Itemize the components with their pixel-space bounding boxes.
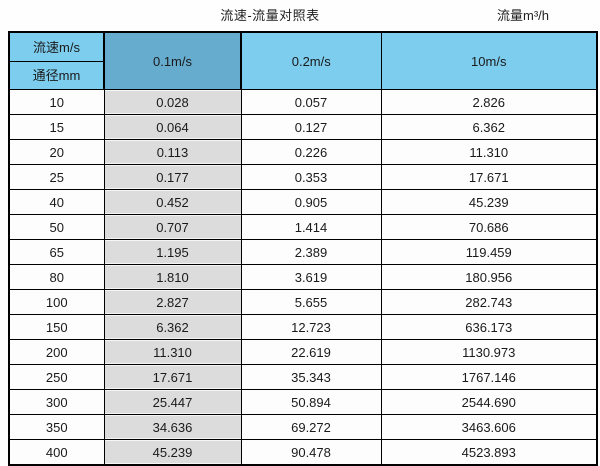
flow-value-cell: 35.343 bbox=[240, 364, 382, 390]
flow-value-cell: 0.127 bbox=[240, 114, 382, 140]
table-row: 65 1.195 2.389 119.459 bbox=[8, 239, 598, 265]
header-row: 流速m/s 通径mm 0.1m/s 0.2m/s 10m/s bbox=[8, 31, 598, 90]
flow-value-cell: 5.655 bbox=[240, 289, 382, 315]
table-row: 250 17.671 35.343 1767.146 bbox=[8, 364, 598, 390]
flow-value-cell: 6.362 bbox=[103, 314, 242, 340]
flow-value-cell: 2.389 bbox=[240, 239, 382, 265]
titlebar: 流速-流量对照表 流量m³/h bbox=[0, 0, 600, 30]
table-row: 20 0.113 0.226 11.310 bbox=[8, 139, 598, 165]
flow-rate-table: 流速m/s 通径mm 0.1m/s 0.2m/s 10m/s 10 0.028 0.… bbox=[8, 31, 598, 466]
flow-value-cell: 0.028 bbox=[103, 89, 242, 115]
flow-value-cell: 0.064 bbox=[103, 114, 242, 140]
flow-value-cell: 17.671 bbox=[103, 364, 242, 390]
flow-value-cell: 0.707 bbox=[103, 214, 242, 240]
table-row: 150 6.362 12.723 636.173 bbox=[8, 314, 598, 340]
flow-value-cell: 1.414 bbox=[240, 214, 382, 240]
diameter-cell: 50 bbox=[8, 214, 105, 240]
table-row: 25 0.177 0.353 17.671 bbox=[8, 164, 598, 190]
flow-value-cell: 0.113 bbox=[103, 139, 242, 165]
flow-value-cell: 0.452 bbox=[103, 189, 242, 215]
flow-value-cell: 0.057 bbox=[240, 89, 382, 115]
diameter-cell: 80 bbox=[8, 264, 105, 290]
flow-value-cell: 12.723 bbox=[240, 314, 382, 340]
diameter-cell: 350 bbox=[8, 414, 105, 440]
flow-value-cell: 3463.606 bbox=[380, 414, 598, 440]
diameter-cell: 250 bbox=[8, 364, 105, 390]
table-row: 300 25.447 50.894 2544.690 bbox=[8, 389, 598, 415]
diameter-cell: 200 bbox=[8, 339, 105, 365]
table-row: 350 34.636 69.272 3463.606 bbox=[8, 414, 598, 440]
flow-value-cell: 0.226 bbox=[240, 139, 382, 165]
flow-value-cell: 0.353 bbox=[240, 164, 382, 190]
column-header-0_1ms: 0.1m/s bbox=[103, 31, 242, 90]
flow-value-cell: 34.636 bbox=[103, 414, 242, 440]
flow-value-cell: 1130.973 bbox=[380, 339, 598, 365]
flow-value-cell: 119.459 bbox=[380, 239, 598, 265]
diameter-cell: 20 bbox=[8, 139, 105, 165]
flow-value-cell: 0.177 bbox=[103, 164, 242, 190]
flow-value-cell: 25.447 bbox=[103, 389, 242, 415]
flow-value-cell: 1.810 bbox=[103, 264, 242, 290]
table-body: 10 0.028 0.057 2.826 15 0.064 0.127 6.362 20 0.11… bbox=[8, 89, 598, 466]
diameter-cell: 150 bbox=[8, 314, 105, 340]
flow-value-cell: 45.239 bbox=[380, 189, 598, 215]
column-header-0_2ms: 0.2m/s bbox=[240, 31, 382, 90]
table-title: 流速-流量对照表 bbox=[220, 8, 320, 23]
diameter-cell: 100 bbox=[8, 289, 105, 315]
diameter-cell: 10 bbox=[8, 89, 105, 115]
diameter-cell: 40 bbox=[8, 189, 105, 215]
column-header-10ms: 10m/s bbox=[380, 31, 598, 90]
flow-value-cell: 636.173 bbox=[380, 314, 598, 340]
velocity-header-label: 流速m/s bbox=[33, 39, 80, 55]
flow-value-cell: 22.619 bbox=[240, 339, 382, 365]
flow-value-cell: 2.826 bbox=[380, 89, 598, 115]
table-row: 100 2.827 5.655 282.743 bbox=[8, 289, 598, 315]
flow-value-cell: 17.671 bbox=[380, 164, 598, 190]
flow-value-cell: 11.310 bbox=[103, 339, 242, 365]
flow-value-cell: 70.686 bbox=[380, 214, 598, 240]
flow-value-cell: 1767.146 bbox=[380, 364, 598, 390]
flow-value-cell: 2544.690 bbox=[380, 389, 598, 415]
diameter-cell: 400 bbox=[8, 439, 105, 466]
diameter-cell: 65 bbox=[8, 239, 105, 265]
table-row: 10 0.028 0.057 2.826 bbox=[8, 89, 598, 115]
diameter-cell: 15 bbox=[8, 114, 105, 140]
flow-value-cell: 50.894 bbox=[240, 389, 382, 415]
flow-value-cell: 11.310 bbox=[380, 139, 598, 165]
diameter-cell: 25 bbox=[8, 164, 105, 190]
table-row: 15 0.064 0.127 6.362 bbox=[8, 114, 598, 140]
flow-value-cell: 0.905 bbox=[240, 189, 382, 215]
flow-value-cell: 282.743 bbox=[380, 289, 598, 315]
flow-value-cell: 69.272 bbox=[240, 414, 382, 440]
table-row: 50 0.707 1.414 70.686 bbox=[8, 214, 598, 240]
flow-value-cell: 6.362 bbox=[380, 114, 598, 140]
flow-unit-label: 流量m³/h bbox=[496, 8, 549, 23]
flow-value-cell: 90.478 bbox=[240, 439, 382, 466]
diameter-cell: 300 bbox=[8, 389, 105, 415]
diameter-header-label: 通径mm bbox=[10, 60, 103, 89]
corner-header-cell: 流速m/s 通径mm bbox=[8, 31, 105, 90]
flow-value-cell: 1.195 bbox=[103, 239, 242, 265]
flow-value-cell: 45.239 bbox=[103, 439, 242, 466]
table-row: 80 1.810 3.619 180.956 bbox=[8, 264, 598, 290]
flow-value-cell: 3.619 bbox=[240, 264, 382, 290]
flow-value-cell: 2.827 bbox=[103, 289, 242, 315]
table-row: 200 11.310 22.619 1130.973 bbox=[8, 339, 598, 365]
table-row: 40 0.452 0.905 45.239 bbox=[8, 189, 598, 215]
flow-value-cell: 180.956 bbox=[380, 264, 598, 290]
table-row: 400 45.239 90.478 4523.893 bbox=[8, 439, 598, 466]
flow-value-cell: 4523.893 bbox=[380, 439, 598, 466]
